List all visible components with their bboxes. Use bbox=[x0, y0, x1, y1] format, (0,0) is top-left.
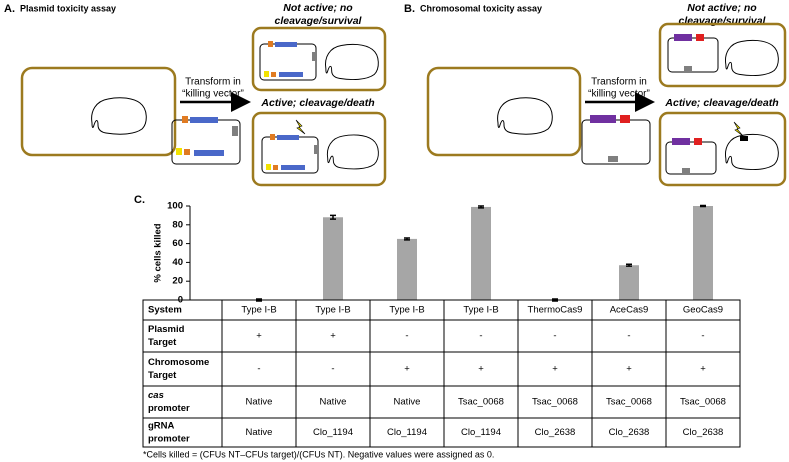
outcome-label: cleavage/survival bbox=[275, 15, 363, 27]
row-label: Target bbox=[148, 370, 177, 381]
y-tick-label: 60 bbox=[172, 238, 183, 249]
table-cell: Tsac_0068 bbox=[458, 397, 504, 408]
table-cell: Native bbox=[320, 397, 347, 408]
outcome-box bbox=[658, 22, 787, 88]
y-axis-label: % cells killed bbox=[153, 223, 164, 282]
table-cell: Native bbox=[246, 397, 273, 408]
table-cell: + bbox=[552, 364, 558, 375]
row-label-italic: cas bbox=[148, 390, 164, 401]
cell-outline bbox=[91, 97, 147, 135]
category-label: Type I-B bbox=[389, 305, 424, 316]
row-label: promoter bbox=[148, 403, 190, 414]
panel-title: Plasmid toxicity assay bbox=[20, 3, 116, 13]
cell-outline bbox=[724, 133, 779, 171]
outcome-box bbox=[251, 26, 387, 92]
error-bar bbox=[700, 204, 706, 208]
y-tick-label: 40 bbox=[172, 257, 183, 268]
outcome-label: Not active; no bbox=[283, 2, 353, 14]
table-cell: Native bbox=[394, 397, 421, 408]
table-cell: + bbox=[478, 364, 484, 375]
table-cell: Clo_2638 bbox=[609, 427, 650, 438]
table-cell: Native bbox=[246, 427, 273, 438]
table-cell: - bbox=[479, 331, 482, 342]
footnote: *Cells killed = (CFUs NT–CFUs target)/(C… bbox=[143, 449, 494, 459]
row-label: Target bbox=[148, 337, 177, 348]
category-label: AceCas9 bbox=[610, 305, 649, 316]
panel-a: A. Plasmid toxicity assay Transform in “… bbox=[4, 2, 387, 187]
error-bar bbox=[626, 263, 632, 267]
killing-vector bbox=[581, 115, 651, 165]
outcome-label: Active; cleavage/death bbox=[664, 97, 778, 109]
arrow-label: Transform in bbox=[185, 77, 241, 88]
cell-box bbox=[20, 66, 177, 157]
row-label: Chromosome bbox=[148, 357, 209, 368]
row-label: promoter bbox=[148, 434, 190, 445]
row-label: gRNA bbox=[148, 421, 175, 432]
panel-c: C. % cells killed *Cells killed = (CFUs … bbox=[134, 194, 741, 459]
table-cell: Tsac_0068 bbox=[606, 397, 652, 408]
category-label: Type I-B bbox=[463, 305, 498, 316]
table-cell: Clo_1194 bbox=[387, 427, 427, 438]
outcome-label: Not active; no bbox=[687, 2, 757, 14]
killing-vector bbox=[171, 116, 241, 165]
table-cell: - bbox=[553, 331, 556, 342]
table-cell: + bbox=[700, 364, 706, 375]
panel-label: B. bbox=[404, 3, 415, 15]
outcome-box bbox=[658, 111, 787, 187]
error-bar bbox=[404, 237, 410, 241]
cell-outline bbox=[324, 43, 379, 81]
category-label: Type I-B bbox=[315, 305, 350, 316]
arrow-label: “killing vector” bbox=[588, 89, 650, 100]
table-cell: - bbox=[331, 364, 334, 375]
cell-box bbox=[426, 66, 582, 157]
table-border bbox=[142, 299, 741, 448]
plasmid-circuit bbox=[261, 119, 319, 174]
category-label: ThermoCas9 bbox=[528, 305, 583, 316]
table-cell: + bbox=[626, 364, 632, 375]
table-cell: Clo_2638 bbox=[535, 427, 576, 438]
y-tick-label: 100 bbox=[167, 201, 183, 212]
table-cell: - bbox=[405, 331, 408, 342]
plasmid-circuit bbox=[259, 41, 317, 81]
outcome-box bbox=[251, 111, 387, 187]
category-label: Type I-B bbox=[241, 305, 276, 316]
cell-outline bbox=[497, 97, 553, 135]
bar bbox=[693, 206, 713, 300]
table-cell: + bbox=[404, 364, 410, 375]
table-cell: Clo_1194 bbox=[313, 427, 353, 438]
outcome-label: Active; cleavage/death bbox=[260, 97, 374, 109]
table-cell: Clo_1194 bbox=[461, 427, 501, 438]
cell-outline bbox=[326, 134, 379, 170]
bar bbox=[323, 217, 343, 300]
table-cell: Clo_2638 bbox=[683, 427, 724, 438]
panel-b: B. Chromosomal toxicity assay Transform … bbox=[404, 2, 787, 187]
panel-label: C. bbox=[134, 194, 145, 206]
error-bar bbox=[478, 205, 484, 209]
table-cell: + bbox=[330, 331, 336, 342]
table-cell: - bbox=[257, 364, 260, 375]
category-label: GeoCas9 bbox=[683, 305, 723, 316]
bar bbox=[471, 206, 491, 300]
panel-label: A. bbox=[4, 3, 15, 15]
bar bbox=[619, 265, 639, 300]
table-header: System bbox=[148, 305, 182, 316]
cell-outline bbox=[724, 39, 779, 77]
arrow-label: Transform in bbox=[591, 77, 647, 88]
row-label: Plasmid bbox=[148, 324, 185, 335]
table-cell: + bbox=[256, 331, 262, 342]
bar bbox=[397, 238, 417, 300]
y-tick-label: 20 bbox=[172, 276, 183, 287]
table-cell: - bbox=[627, 331, 630, 342]
arrow-label: “killing vector” bbox=[182, 89, 244, 100]
plasmid-circuit bbox=[667, 34, 719, 73]
table-cell: Tsac_0068 bbox=[680, 397, 726, 408]
table-cell: - bbox=[701, 331, 704, 342]
error-bar bbox=[330, 214, 336, 220]
table-cell: Tsac_0068 bbox=[532, 397, 578, 408]
plasmid-circuit bbox=[665, 121, 748, 175]
y-tick-label: 80 bbox=[172, 219, 183, 230]
panel-title: Chromosomal toxicity assay bbox=[420, 3, 542, 13]
